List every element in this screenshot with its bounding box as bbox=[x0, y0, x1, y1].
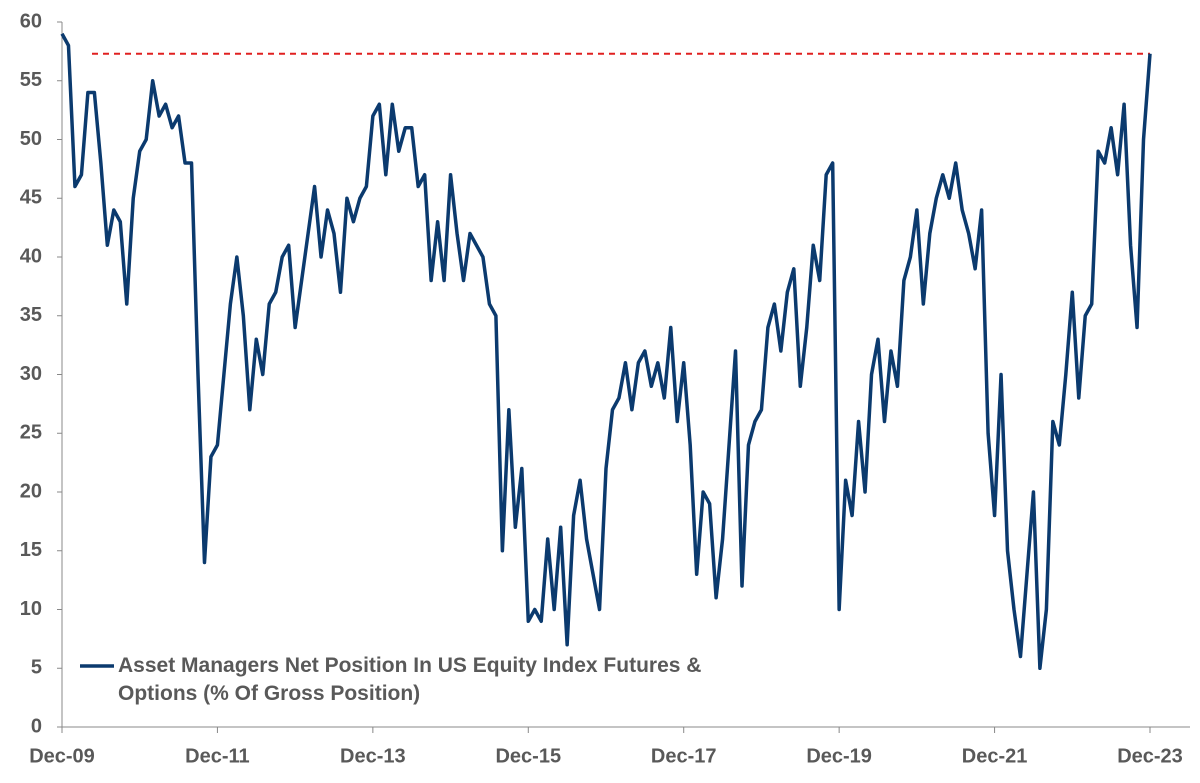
y-tick-label: 40 bbox=[20, 245, 42, 267]
y-tick-label: 20 bbox=[20, 480, 42, 502]
y-tick-label: 30 bbox=[20, 363, 42, 385]
y-tick-label: 55 bbox=[20, 69, 42, 91]
series-line bbox=[60, 32, 1152, 670]
y-tick-label: 10 bbox=[20, 598, 42, 620]
x-tick-label: Dec-09 bbox=[29, 745, 95, 767]
x-tick-label: Dec-19 bbox=[806, 745, 872, 767]
x-tick-label: Dec-17 bbox=[651, 745, 717, 767]
y-tick-label: 50 bbox=[20, 128, 42, 150]
x-tick-label: Dec-15 bbox=[495, 745, 561, 767]
y-tick-label: 25 bbox=[20, 422, 42, 444]
y-tick-label: 15 bbox=[20, 539, 42, 561]
x-tick-label: Dec-21 bbox=[962, 745, 1028, 767]
y-tick-label: 5 bbox=[31, 657, 42, 679]
x-tick-label: Dec-23 bbox=[1117, 745, 1183, 767]
legend-label: Asset Managers Net Position In US Equity… bbox=[118, 654, 702, 705]
y-tick-label: 60 bbox=[20, 10, 42, 32]
y-tick-label: 0 bbox=[31, 715, 42, 737]
y-tick-label: 45 bbox=[20, 187, 42, 209]
y-tick-label: 35 bbox=[20, 304, 42, 326]
x-tick-label: Dec-13 bbox=[340, 745, 406, 767]
x-tick-label: Dec-11 bbox=[185, 745, 250, 767]
